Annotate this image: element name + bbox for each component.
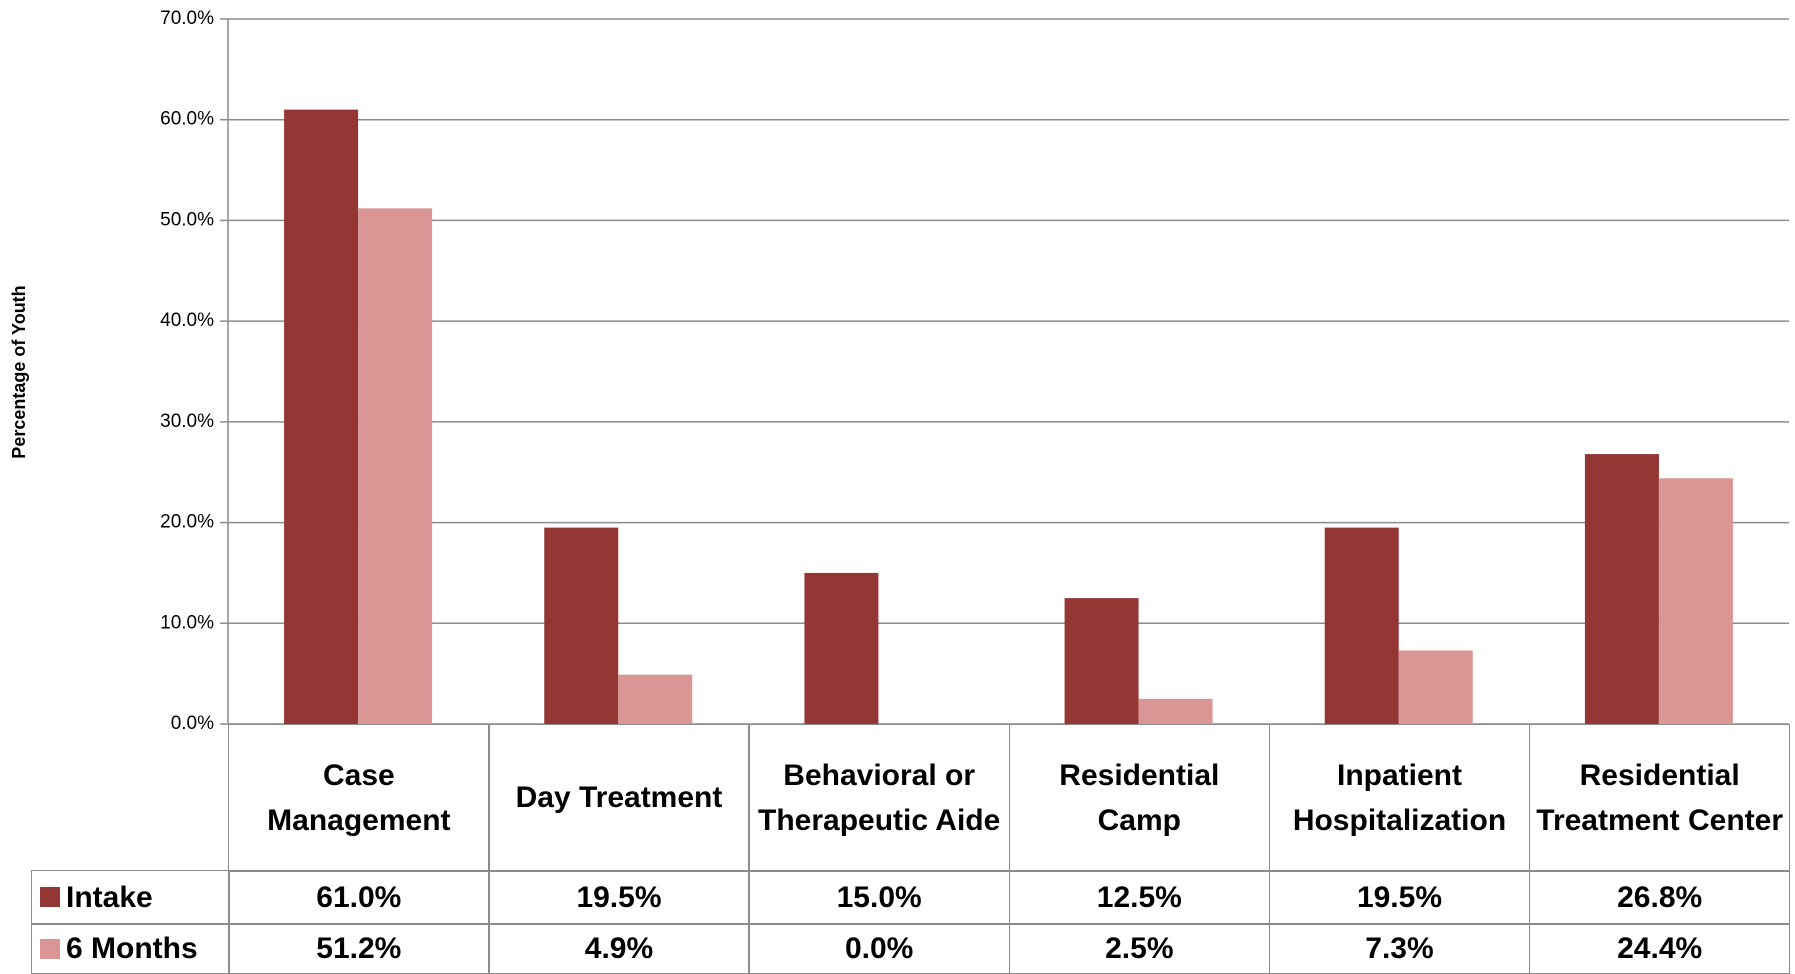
y-tick-label: 70.0% bbox=[160, 8, 214, 29]
y-tick-label: 0.0% bbox=[171, 713, 214, 734]
table-value: 24.4% bbox=[1528, 923, 1791, 974]
legend-entry: Intake bbox=[31, 870, 230, 925]
bar bbox=[1658, 478, 1733, 724]
bar bbox=[1138, 698, 1213, 724]
table-value: 4.9% bbox=[488, 923, 750, 974]
y-tick-label: 20.0% bbox=[160, 512, 214, 533]
table-value: 26.8% bbox=[1528, 870, 1791, 925]
y-tick-label: 10.0% bbox=[160, 612, 214, 633]
y-tick-label: 60.0% bbox=[160, 109, 214, 130]
table-value: 2.5% bbox=[1008, 923, 1271, 974]
table-value: 19.5% bbox=[488, 870, 750, 925]
bar bbox=[544, 527, 619, 724]
bar bbox=[284, 109, 359, 724]
category-label: Inpatient Hospitalization bbox=[1268, 724, 1531, 872]
category-label: Behavioral or Therapeutic Aide bbox=[748, 724, 1010, 872]
table-value: 61.0% bbox=[228, 870, 490, 925]
bar bbox=[358, 208, 433, 725]
legend-label: 6 Months bbox=[66, 932, 198, 965]
y-tick-label: 30.0% bbox=[160, 411, 214, 432]
legend-label: Intake bbox=[66, 880, 153, 914]
category-label: Residential Treatment Center bbox=[1528, 724, 1791, 872]
table-value: 15.0% bbox=[748, 870, 1010, 925]
bar bbox=[1064, 598, 1139, 724]
category-label: Day Treatment bbox=[488, 724, 750, 872]
bar bbox=[1398, 650, 1473, 724]
bar bbox=[804, 572, 879, 724]
y-tick-label: 40.0% bbox=[160, 310, 214, 331]
table-value: 51.2% bbox=[228, 923, 490, 974]
table-value: 12.5% bbox=[1008, 870, 1271, 925]
legend-swatch bbox=[40, 887, 60, 908]
category-label: Residential Camp bbox=[1008, 724, 1271, 872]
y-axis-label: Percentage of Youth bbox=[9, 285, 29, 458]
legend-entry: 6 Months bbox=[31, 923, 230, 974]
bar bbox=[1584, 454, 1659, 724]
category-label: Case Management bbox=[228, 724, 490, 872]
bar bbox=[618, 674, 693, 724]
table-value: 19.5% bbox=[1268, 870, 1531, 925]
bar bbox=[1324, 527, 1399, 724]
table-value: 0.0% bbox=[748, 923, 1010, 974]
y-tick-label: 50.0% bbox=[160, 209, 214, 230]
table-value: 7.3% bbox=[1268, 923, 1531, 974]
legend-swatch bbox=[40, 938, 60, 959]
